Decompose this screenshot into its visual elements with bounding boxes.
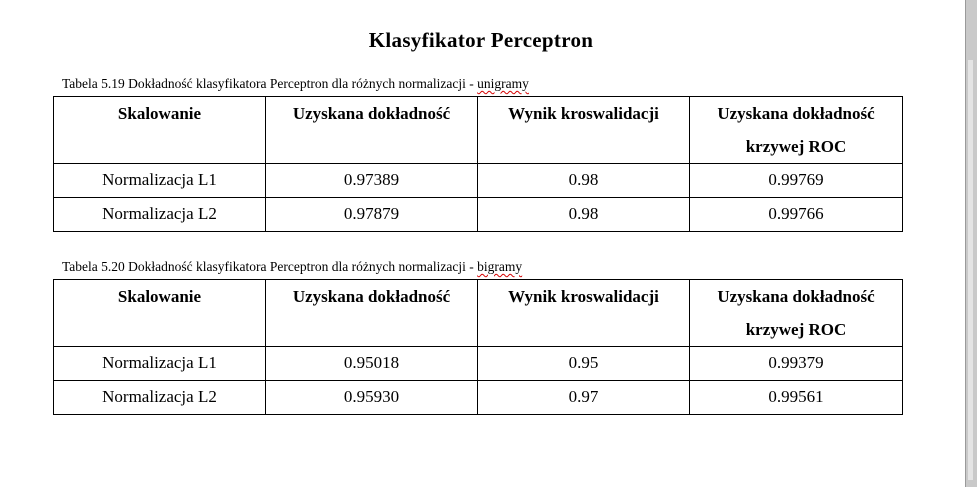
header-cell: Wynik kroswalidacji: [477, 96, 690, 164]
header-cell: Uzyskana dokładność krzywej ROC: [689, 96, 903, 164]
header-text: Wynik kroswalidacji: [508, 287, 659, 306]
table-caption: Tabela 5.20 Dokładność klasyfikatora Per…: [62, 259, 522, 275]
table-cell: 0.98: [477, 163, 690, 198]
table-header-row: Skalowanie Uzyskana dokładność Wynik kro…: [53, 279, 903, 347]
page-title: Klasyfikator Perceptron: [368, 28, 594, 52]
table-row: Normalizacja L1 0.97389 0.98 0.99769: [53, 163, 903, 198]
table-cell: 0.97: [477, 380, 690, 415]
table-cell: 0.99561: [689, 380, 903, 415]
table-cell: 0.98: [477, 197, 690, 232]
caption-ngram: unigramy: [477, 76, 529, 91]
results-table: Skalowanie Uzyskana dokładność Wynik kro…: [53, 279, 903, 415]
table-row: Normalizacja L2 0.95930 0.97 0.99561: [53, 380, 903, 415]
caption-text: Tabela 5.20 Dokładność klasyfikatora Per…: [62, 259, 478, 274]
table-caption: Tabela 5.19 Dokładność klasyfikatora Per…: [62, 76, 529, 92]
table-cell: 0.99766: [689, 197, 903, 232]
table-cell: 0.99379: [689, 346, 903, 381]
table-cell: 0.95930: [265, 380, 478, 415]
header-text: Wynik kroswalidacji: [508, 104, 659, 123]
vertical-scrollbar[interactable]: [965, 0, 977, 487]
header-cell: Skalowanie: [53, 279, 266, 347]
table-cell: 0.99769: [689, 163, 903, 198]
table-cell: Normalizacja L1: [53, 346, 266, 381]
table-row: Normalizacja L1 0.95018 0.95 0.99379: [53, 346, 903, 381]
scrollbar-track[interactable]: [968, 60, 973, 480]
header-cell: Wynik kroswalidacji: [477, 279, 690, 347]
results-table: Skalowanie Uzyskana dokładność Wynik kro…: [53, 96, 903, 232]
table-cell: Normalizacja L1: [53, 163, 266, 198]
table-cell: Normalizacja L2: [53, 380, 266, 415]
caption-ngram: bigramy: [477, 259, 523, 274]
table-cell: 0.97389: [265, 163, 478, 198]
table-cell: 0.95018: [265, 346, 478, 381]
table-cell: Normalizacja L2: [53, 197, 266, 232]
table-header-row: Skalowanie Uzyskana dokładność Wynik kro…: [53, 96, 903, 164]
table-cell: 0.97879: [265, 197, 478, 232]
header-cell: Uzyskana dokładność: [265, 279, 478, 347]
header-cell: Uzyskana dokładność: [265, 96, 478, 164]
header-cell: Uzyskana dokładność krzywej ROC: [689, 279, 903, 347]
header-cell: Skalowanie: [53, 96, 266, 164]
table-cell: 0.95: [477, 346, 690, 381]
table-row: Normalizacja L2 0.97879 0.98 0.99766: [53, 197, 903, 232]
caption-text: Tabela 5.19 Dokładność klasyfikatora Per…: [62, 76, 478, 91]
